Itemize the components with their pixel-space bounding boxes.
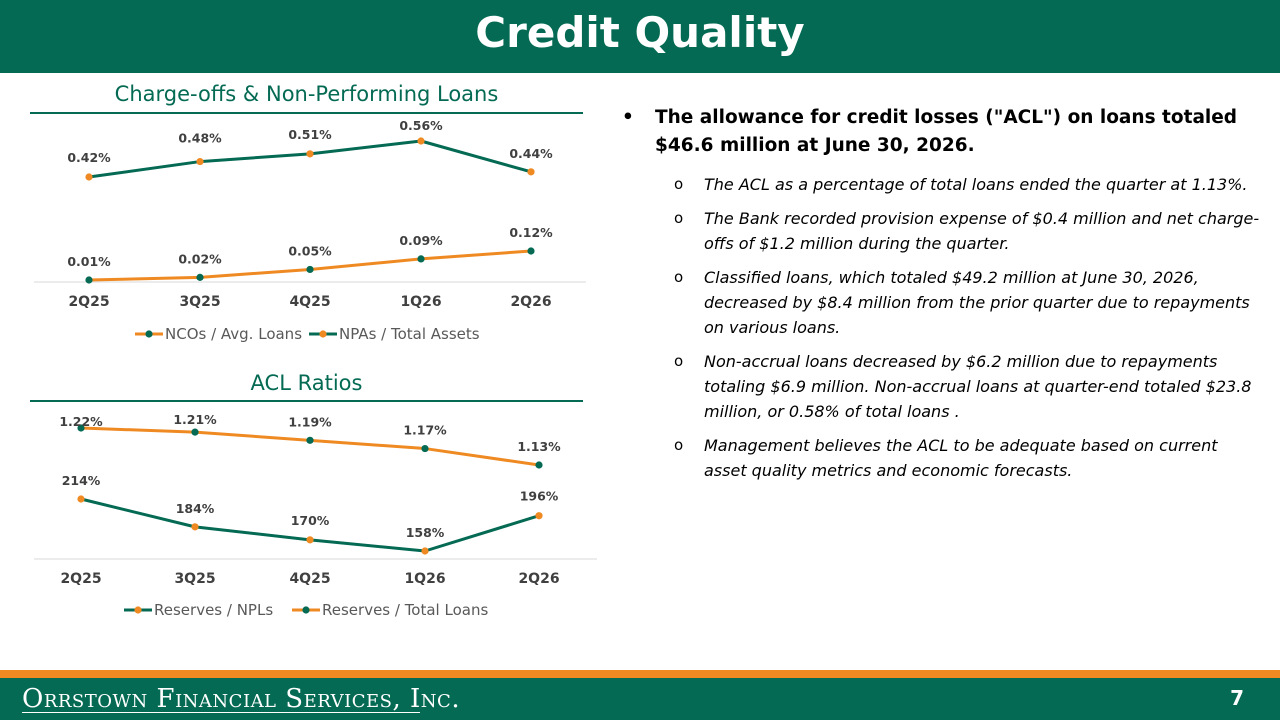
sub-bullet-text: Management believes the ACL to be adequa… — [704, 436, 1218, 480]
data-label: 0.44% — [509, 146, 553, 161]
chart1-title-rule — [30, 112, 583, 114]
x-tick-label: 1Q26 — [404, 571, 445, 587]
data-label: 1.22% — [59, 414, 103, 429]
data-label: 1.13% — [517, 439, 561, 454]
data-point — [77, 424, 85, 432]
data-label: 0.05% — [288, 243, 332, 258]
x-tick-label: 2Q25 — [68, 294, 109, 310]
legend-swatch-marker — [145, 330, 153, 338]
data-label: 0.12% — [509, 225, 553, 240]
data-label: 0.42% — [67, 150, 111, 165]
data-point — [196, 273, 204, 281]
data-label: 0.01% — [67, 254, 111, 269]
chart-charge-offs-npl: 2Q25 3Q25 4Q25 1Q26 2Q26 0.01% 0.02% 0.05% 0.09%… — [34, 118, 586, 343]
x-tick-label: 1Q26 — [400, 294, 441, 310]
title-bar: Credit Quality — [0, 0, 1280, 73]
chart-acl-ratios: 2Q25 3Q25 4Q25 1Q26 2Q26 214% 184% 170% 158% 196%… — [34, 412, 597, 619]
data-point — [535, 512, 543, 520]
data-label: 1.21% — [173, 412, 217, 427]
chart2-title-rule — [30, 400, 583, 402]
data-label: 0.02% — [178, 251, 222, 266]
data-point — [191, 428, 199, 436]
sub-bullet-text: The ACL as a percentage of total loans e… — [704, 175, 1248, 194]
x-tick-label: 2Q26 — [518, 571, 559, 587]
data-label: 1.17% — [403, 423, 447, 438]
legend-entry: NCOs / Avg. Loans — [165, 325, 302, 343]
x-tick-label: 2Q25 — [60, 571, 101, 587]
series-line — [80, 426, 540, 467]
data-point — [417, 255, 425, 263]
sub-bullet-marker: o — [674, 209, 684, 227]
data-point — [85, 173, 93, 181]
page-number: 7 — [1230, 686, 1244, 710]
data-label: 1.19% — [288, 414, 332, 429]
sub-bullet-list: o The ACL as a percentage of total loans… — [622, 172, 1262, 483]
data-point — [527, 168, 535, 176]
data-point — [306, 265, 314, 274]
sub-bullet-marker: o — [674, 436, 684, 454]
data-label: 0.51% — [288, 127, 332, 142]
sub-bullet: o The ACL as a percentage of total loans… — [622, 172, 1262, 197]
page-title: Credit Quality — [475, 8, 805, 57]
commentary: • The allowance for credit losses ("ACL"… — [622, 104, 1262, 492]
legend-entry: Reserves / NPLs — [154, 601, 273, 619]
x-tick-label: 2Q26 — [510, 294, 551, 310]
logo-text: Orrstown Financial Services, Inc. — [22, 684, 461, 714]
legend-swatch-marker — [319, 330, 327, 338]
data-point — [527, 247, 535, 255]
data-point — [417, 137, 425, 145]
legend-swatch-marker — [134, 606, 142, 614]
sub-bullet-text: Classified loans, which totaled $49.2 mi… — [704, 268, 1250, 337]
data-label: 0.56% — [399, 118, 443, 133]
x-tick-label: 4Q25 — [289, 294, 330, 310]
footer-bar — [0, 678, 1280, 720]
data-point — [535, 461, 543, 469]
legend-swatch-marker — [302, 606, 310, 614]
x-tick-label: 4Q25 — [289, 571, 330, 587]
data-point — [306, 436, 314, 444]
x-tick-label: 3Q25 — [174, 571, 215, 587]
data-point — [196, 157, 204, 166]
company-logo: Orrstown Financial Services, Inc. — [22, 684, 460, 714]
bullet-marker: • — [622, 107, 634, 128]
sub-bullet-text: Non-accrual loans decreased by $6.2 mill… — [704, 352, 1252, 421]
chart2-title: ACL Ratios — [250, 371, 363, 395]
data-label: 170% — [291, 513, 330, 528]
data-point — [306, 150, 314, 158]
data-point — [191, 523, 199, 531]
data-point — [77, 495, 85, 503]
data-point — [306, 536, 314, 544]
data-label: 0.48% — [178, 131, 222, 146]
x-tick-label: 3Q25 — [179, 294, 220, 310]
legend-entry: NPAs / Total Assets — [339, 325, 480, 343]
sub-bullet: o Classified loans, which totaled $49.2 … — [622, 265, 1262, 340]
sub-bullet-text: The Bank recorded provision expense of $… — [704, 209, 1260, 253]
data-point — [421, 444, 429, 453]
sub-bullet-marker: o — [674, 175, 684, 193]
sub-bullet: o The Bank recorded provision expense of… — [622, 206, 1262, 256]
sub-bullet: o Management believes the ACL to be adeq… — [622, 433, 1262, 483]
data-label: 158% — [406, 525, 445, 540]
sub-bullet: o Non-accrual loans decreased by $6.2 mi… — [622, 349, 1262, 424]
data-label: 196% — [520, 489, 559, 504]
sub-bullet-marker: o — [674, 352, 684, 370]
logo-underline — [22, 712, 420, 713]
footer-accent-bar — [0, 670, 1280, 678]
data-point — [421, 547, 429, 555]
main-bullet: • The allowance for credit losses ("ACL"… — [622, 104, 1262, 160]
sub-bullet-marker: o — [674, 268, 684, 286]
data-label: 0.09% — [399, 233, 443, 248]
legend-entry: Reserves / Total Loans — [322, 601, 488, 619]
chart1-title: Charge-offs & Non-Performing Loans — [114, 82, 499, 106]
main-bullet-text: The allowance for credit losses ("ACL") … — [655, 107, 1238, 156]
data-label: 214% — [62, 473, 101, 488]
data-label: 184% — [176, 501, 215, 516]
data-point — [85, 276, 93, 284]
